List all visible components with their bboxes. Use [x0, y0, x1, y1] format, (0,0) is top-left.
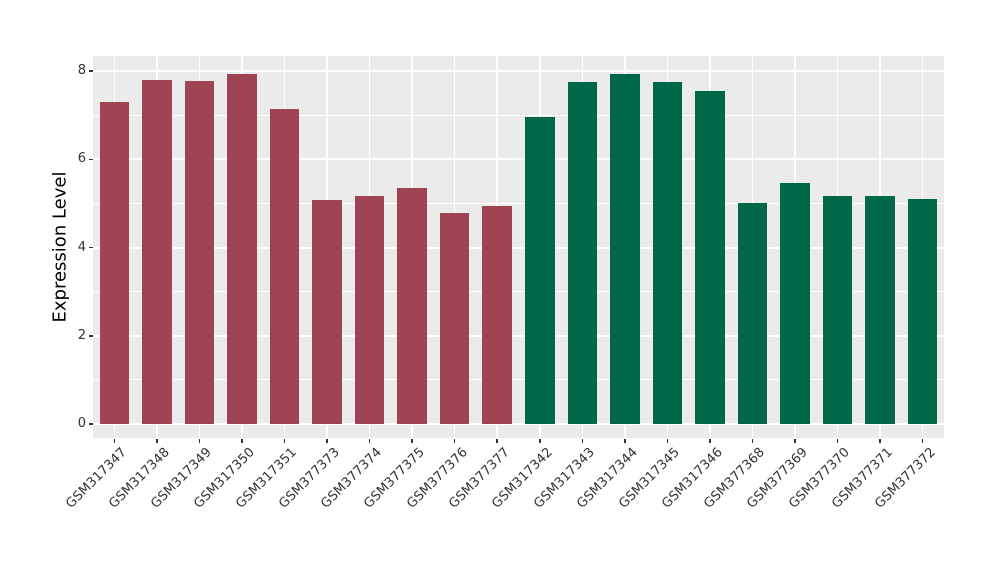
x-tick-mark [411, 438, 413, 443]
bar [482, 205, 512, 424]
minor-gridline [93, 291, 944, 293]
x-tick-mark [241, 438, 243, 443]
y-tick-mark [89, 158, 93, 161]
y-tick-mark [89, 423, 93, 425]
x-tick-mark [453, 438, 456, 443]
y-tick-mark [89, 335, 93, 337]
y-tick-label: 8 [77, 63, 86, 79]
x-tick-mark [496, 438, 498, 443]
bar [822, 195, 853, 424]
x-tick-mark [113, 438, 116, 443]
x-tick-mark [539, 438, 541, 443]
x-tick-mark [283, 438, 286, 443]
bar [865, 196, 895, 424]
y-tick-label: 2 [77, 327, 86, 343]
x-tick-mark [709, 438, 711, 443]
bar [695, 91, 725, 424]
bar [99, 102, 130, 424]
bar [525, 116, 555, 424]
bar [269, 109, 300, 424]
y-tick-label: 6 [77, 151, 86, 167]
bar [652, 81, 683, 424]
x-tick-mark [751, 438, 754, 443]
minor-gridline [93, 114, 944, 116]
major-gridline [93, 70, 944, 73]
x-tick-mark [879, 438, 881, 443]
bar [397, 187, 427, 424]
major-gridline [93, 423, 944, 425]
bar [312, 200, 342, 424]
bar [610, 74, 640, 424]
bar [737, 203, 768, 424]
bar [227, 73, 257, 424]
x-tick-mark [156, 438, 158, 443]
x-tick-mark [326, 438, 328, 443]
plot-panel [93, 56, 944, 438]
x-tick-mark [666, 438, 669, 443]
major-gridline [93, 334, 944, 337]
bar [567, 81, 598, 424]
bar [354, 196, 385, 424]
x-tick-mark [921, 438, 924, 443]
y-tick-mark [89, 70, 93, 72]
x-tick-mark [198, 438, 201, 443]
x-tick-mark [581, 438, 584, 443]
bar [142, 80, 172, 424]
x-tick-mark [368, 438, 371, 443]
x-tick-mark [794, 438, 796, 443]
bar [907, 199, 938, 424]
bar [184, 80, 215, 424]
x-tick-mark [836, 438, 839, 443]
bar [780, 183, 810, 424]
y-tick-label: 4 [77, 239, 86, 255]
x-tick-mark [624, 438, 626, 443]
y-tick-label: 0 [77, 416, 86, 431]
major-gridline [93, 246, 944, 249]
major-gridline [93, 158, 944, 161]
bar [439, 212, 470, 424]
minor-gridline [93, 379, 944, 381]
y-tick-mark [89, 246, 93, 249]
minor-gridline [93, 203, 944, 204]
